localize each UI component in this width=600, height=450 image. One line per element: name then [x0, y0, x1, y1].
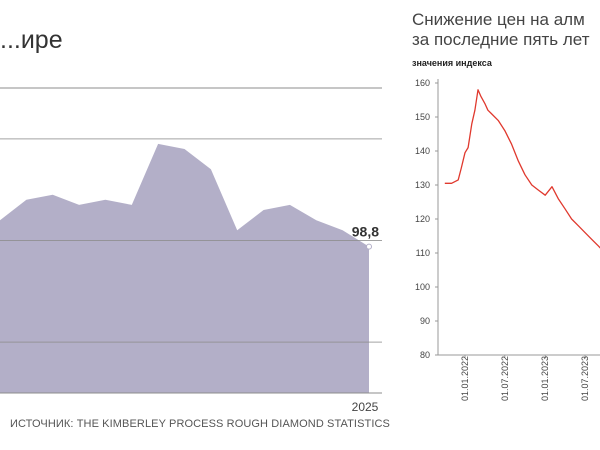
y-tick-label: 150	[415, 112, 430, 122]
right-line-chart: 80 90 100 110 120 130 140 150 160 01.01.2022 01.07…	[415, 78, 600, 401]
x-tick-label: 01.07.2023	[580, 356, 590, 401]
y-tick-label: 80	[420, 350, 430, 360]
x-tick-label: 01.01.2022	[460, 356, 470, 401]
kimberley-area-chart-panel: ...ире 98,8 2025 ИСТОЧНИК: THE KIMBERLEY …	[0, 26, 390, 430]
x-tick-label: 01.01.2023	[540, 356, 550, 401]
y-tick-label: 90	[420, 316, 430, 326]
end-point-marker	[366, 243, 372, 250]
y-tick-label: 120	[415, 214, 430, 224]
right-chart-title-line-1: Снижение цен на алм	[412, 10, 585, 29]
right-chart-title-line-2: за последние пять лет	[412, 30, 590, 49]
area-fill	[0, 143, 369, 393]
y-tick-label: 140	[415, 146, 430, 156]
y-tick-label: 110	[416, 248, 430, 258]
right-chart-title: Снижение цен на алм за последние пять ле…	[412, 10, 590, 50]
y-axis-caption: значения индекса	[412, 58, 492, 68]
y-tick-label: 100	[415, 282, 430, 292]
y-tick-label: 160	[415, 78, 430, 88]
end-value-label: 98,8	[352, 224, 379, 240]
x-end-year-label: 2025	[352, 400, 379, 414]
left-chart-title: ...ире	[0, 26, 63, 54]
left-area-chart: 98,8 2025	[0, 87, 382, 414]
y-tick-label: 130	[415, 180, 430, 190]
source-note: ИСТОЧНИК: THE KIMBERLEY PROCESS ROUGH DI…	[10, 418, 390, 430]
price-index-line	[444, 89, 600, 249]
x-tick-label: 01.07.2022	[500, 356, 510, 401]
diamond-price-index-panel: Снижение цен на алм за последние пять ле…	[395, 0, 600, 450]
